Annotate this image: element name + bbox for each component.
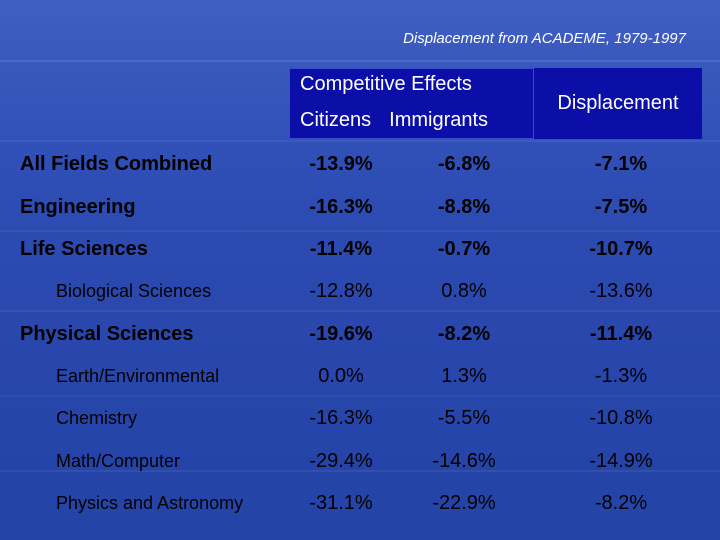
immigrants-value: -22.9% <box>432 492 496 514</box>
displacement-value: -13.6% <box>589 280 653 302</box>
displacement-value: -8.2% <box>594 492 648 514</box>
displacement-value: -1.3% <box>594 365 648 387</box>
displacement-value: -7.5% <box>594 196 648 218</box>
immigrants-value: 0.8% <box>441 280 487 302</box>
immigrants-value: 1.3% <box>441 365 487 387</box>
immigrants-value: -14.6% <box>432 450 496 472</box>
competitive-effects-header: Competitive Effects Citizens Immigrants <box>289 68 534 139</box>
immigrants-header: Immigrants <box>389 109 489 131</box>
row-label: Chemistry <box>56 408 138 428</box>
citizens-value: -29.4% <box>309 450 373 472</box>
table-row: All Fields Combined -13.9% -6.8% -7.1% <box>0 146 720 182</box>
row-label: Physical Sciences <box>20 323 194 345</box>
citizens-header: Citizens <box>300 109 372 131</box>
citizens-value: -11.4% <box>309 238 373 260</box>
table-row: Chemistry -16.3% -5.5% -10.8% <box>0 400 720 436</box>
displacement-value: -10.7% <box>589 238 653 260</box>
table-row: Physics and Astronomy -31.1% -22.9% -8.2… <box>0 485 720 521</box>
table-row: Math/Computer -29.4% -14.6% -14.9% <box>0 443 720 479</box>
table-row: Life Sciences -11.4% -0.7% -10.7% <box>0 231 720 267</box>
displacement-header: Displacement <box>534 68 702 139</box>
row-label: Physics and Astronomy <box>56 493 244 513</box>
table-row: Physical Sciences -19.6% -8.2% -11.4% <box>0 316 720 352</box>
immigrants-value: -5.5% <box>437 407 491 429</box>
displacement-value: -14.9% <box>589 450 653 472</box>
competitive-effects-label: Competitive Effects <box>300 73 472 95</box>
table-row: Biological Sciences -12.8% 0.8% -13.6% <box>0 273 720 309</box>
citizens-value: -19.6% <box>309 323 373 345</box>
row-label: Earth/Environmental <box>56 366 220 386</box>
displacement-value: -7.1% <box>594 153 648 175</box>
immigrants-value: -6.8% <box>437 153 491 175</box>
citizens-value: -16.3% <box>309 196 373 218</box>
citizens-value: -12.8% <box>309 280 373 302</box>
immigrants-value: -8.2% <box>437 323 491 345</box>
citizens-value: 0.0% <box>318 365 364 387</box>
row-label: Biological Sciences <box>56 281 212 301</box>
immigrants-value: -8.8% <box>437 196 491 218</box>
row-label: Math/Computer <box>56 451 181 471</box>
immigrants-value: -0.7% <box>437 238 491 260</box>
citizens-value: -31.1% <box>309 492 373 514</box>
slide-title: Displacement from ACADEME, 1979-1997 <box>403 30 686 47</box>
table-row: Engineering -16.3% -8.8% -7.5% <box>0 189 720 225</box>
displacement-value: -11.4% <box>589 323 653 345</box>
citizens-value: -13.9% <box>309 153 373 175</box>
displacement-value: -10.8% <box>589 407 653 429</box>
row-label: Engineering <box>20 196 136 218</box>
row-label: Life Sciences <box>20 238 148 260</box>
table-row: Earth/Environmental 0.0% 1.3% -1.3% <box>0 358 720 394</box>
citizens-value: -16.3% <box>309 407 373 429</box>
row-label: All Fields Combined <box>20 153 213 175</box>
